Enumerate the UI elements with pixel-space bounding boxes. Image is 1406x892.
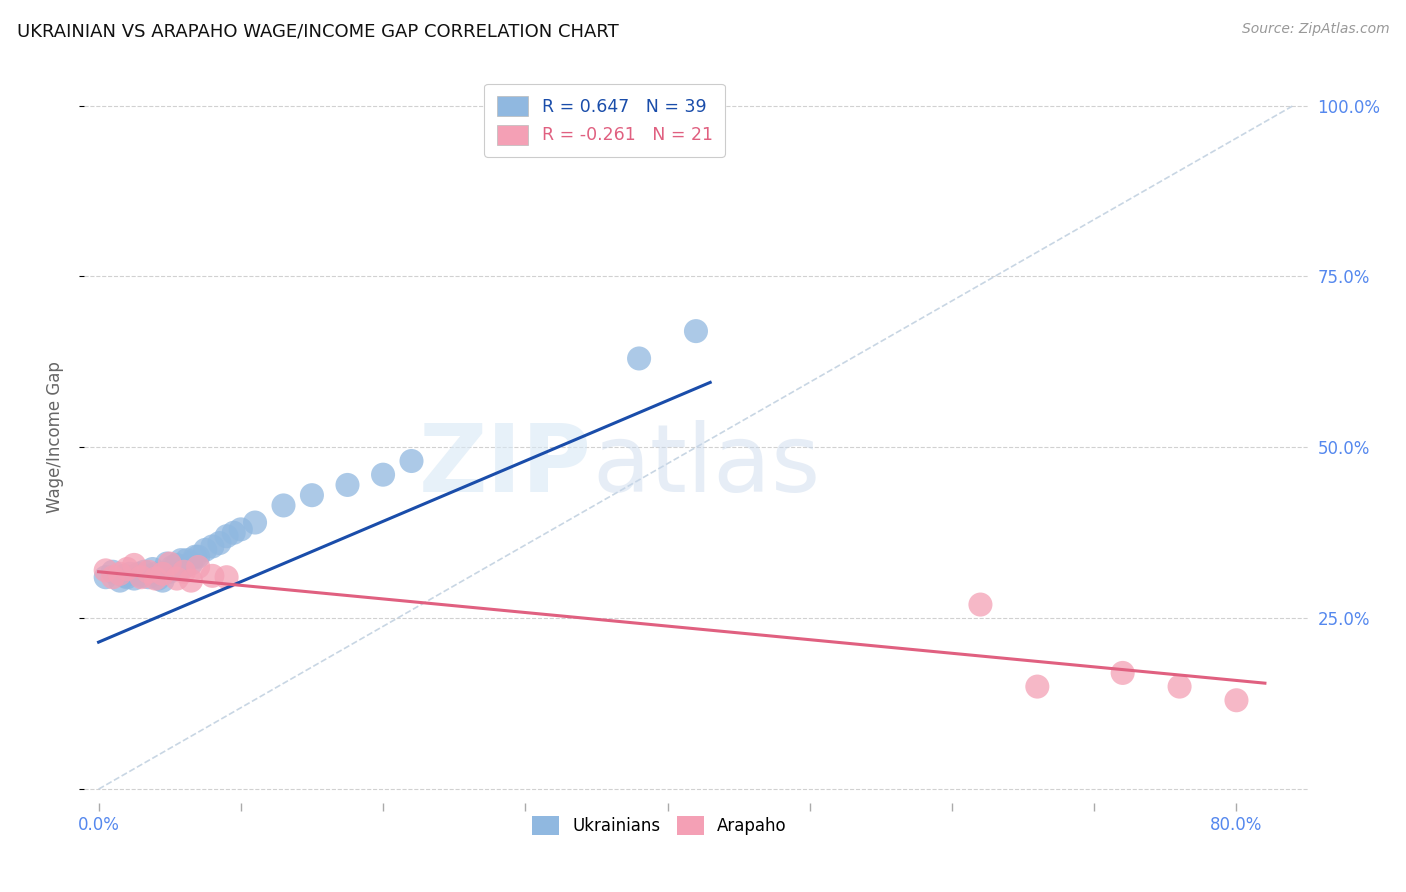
Point xyxy=(159,565,181,579)
Point xyxy=(222,525,245,540)
Point xyxy=(176,553,198,567)
Point xyxy=(1111,665,1133,680)
Text: Source: ZipAtlas.com: Source: ZipAtlas.com xyxy=(1241,22,1389,37)
Point xyxy=(173,565,195,579)
Point xyxy=(94,563,117,577)
Point xyxy=(94,570,117,584)
Point xyxy=(142,562,165,576)
Y-axis label: Wage/Income Gap: Wage/Income Gap xyxy=(45,361,63,513)
Point xyxy=(187,560,209,574)
Point xyxy=(194,542,217,557)
Point xyxy=(969,598,991,612)
Point xyxy=(101,570,124,584)
Point xyxy=(215,570,238,584)
Point xyxy=(152,574,174,588)
Point xyxy=(138,565,160,579)
Point xyxy=(229,522,252,536)
Point xyxy=(170,553,193,567)
Point xyxy=(148,572,170,586)
Point xyxy=(1168,680,1191,694)
Point xyxy=(685,324,707,338)
Point xyxy=(301,488,323,502)
Point xyxy=(1026,680,1049,694)
Point xyxy=(138,570,160,584)
Point xyxy=(101,565,124,579)
Point xyxy=(127,566,149,581)
Point xyxy=(215,529,238,543)
Point xyxy=(273,499,295,513)
Point xyxy=(628,351,651,366)
Point xyxy=(180,557,202,571)
Point xyxy=(180,574,202,588)
Point xyxy=(129,570,152,584)
Point xyxy=(401,454,423,468)
Point xyxy=(115,570,138,584)
Point xyxy=(115,562,138,576)
Point xyxy=(201,569,224,583)
Text: atlas: atlas xyxy=(592,420,820,512)
Point xyxy=(156,557,179,571)
Point xyxy=(336,478,359,492)
Point xyxy=(371,467,394,482)
Legend: Ukrainians, Arapaho: Ukrainians, Arapaho xyxy=(526,809,793,842)
Point xyxy=(159,557,181,571)
Point xyxy=(122,558,145,572)
Point xyxy=(187,549,209,564)
Point xyxy=(152,566,174,581)
Point xyxy=(243,516,266,530)
Point xyxy=(145,566,167,581)
Point xyxy=(122,572,145,586)
Point xyxy=(108,574,131,588)
Point xyxy=(184,549,207,564)
Point xyxy=(208,536,231,550)
Point xyxy=(173,560,195,574)
Text: ZIP: ZIP xyxy=(419,420,592,512)
Text: UKRAINIAN VS ARAPAHO WAGE/INCOME GAP CORRELATION CHART: UKRAINIAN VS ARAPAHO WAGE/INCOME GAP COR… xyxy=(17,22,619,40)
Point xyxy=(166,558,188,572)
Point xyxy=(132,565,155,579)
Point xyxy=(162,560,184,574)
Point xyxy=(1225,693,1247,707)
Point xyxy=(145,572,167,586)
Point xyxy=(129,569,152,583)
Point xyxy=(112,569,135,583)
Point xyxy=(108,566,131,581)
Point xyxy=(166,572,188,586)
Point xyxy=(201,540,224,554)
Point xyxy=(118,566,141,581)
